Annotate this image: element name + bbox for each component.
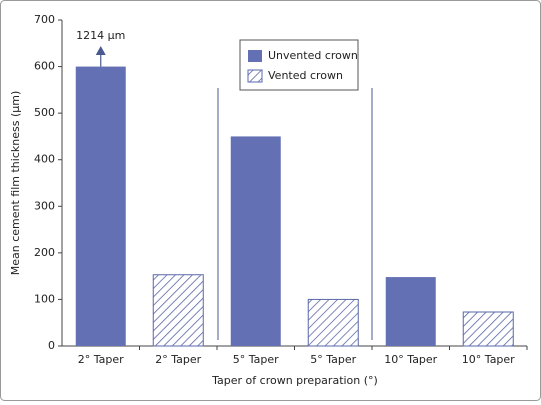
x-tick-label: 10° Taper	[462, 353, 515, 366]
y-tick-label: 100	[34, 292, 55, 305]
bar	[385, 277, 436, 346]
y-tick-label: 0	[48, 339, 55, 352]
legend-label: Vented crown	[268, 69, 343, 82]
bar	[307, 298, 359, 347]
legend-swatch	[247, 69, 263, 83]
x-tick-label: 5° Taper	[310, 353, 356, 366]
x-tick-label: 2° Taper	[155, 353, 201, 366]
x-tick-label: 5° Taper	[233, 353, 279, 366]
y-tick-label: 400	[34, 153, 55, 166]
x-tick-label: 2° Taper	[78, 353, 124, 366]
y-axis-label: Mean cement film thickness (μm)	[9, 91, 22, 276]
bar	[230, 136, 281, 346]
annotation: 1214 μm	[76, 29, 125, 42]
bar	[462, 311, 514, 347]
bar	[152, 274, 204, 347]
x-axis-label: Taper of crown preparation (°)	[211, 374, 378, 387]
bar	[75, 66, 126, 347]
x-tick-label: 10° Taper	[384, 353, 437, 366]
y-tick-label: 600	[34, 60, 55, 73]
y-tick-label: 300	[34, 199, 55, 212]
y-tick-label: 700	[34, 13, 55, 26]
annotation-arrowhead	[95, 46, 106, 55]
y-tick-label: 500	[34, 106, 55, 119]
legend-label: Unvented crown	[268, 49, 358, 62]
y-tick-label: 200	[34, 246, 55, 259]
legend-swatch	[248, 50, 262, 62]
